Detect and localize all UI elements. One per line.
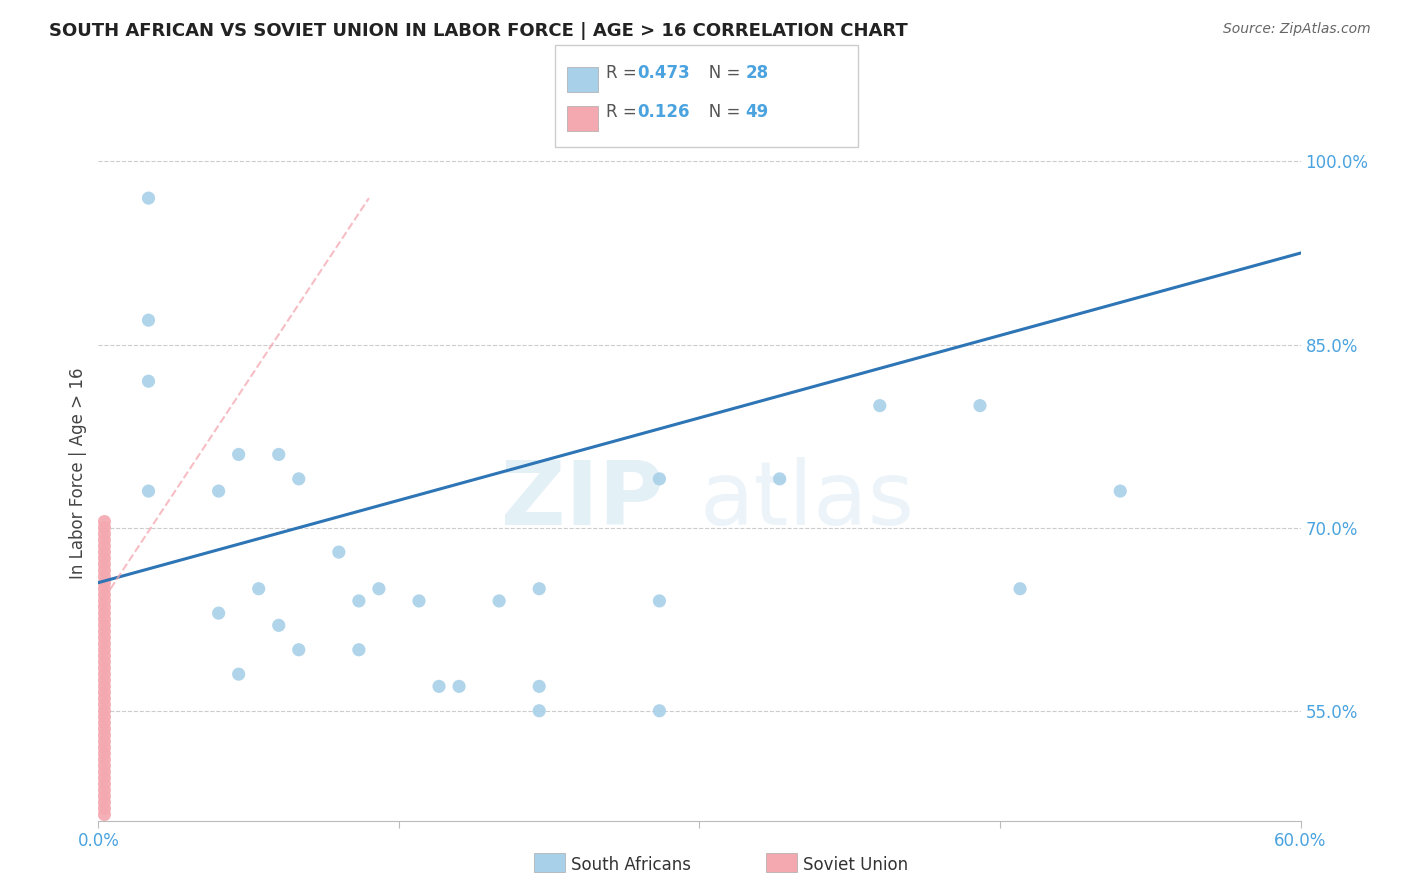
Text: R =: R = (606, 64, 643, 82)
Text: Soviet Union: Soviet Union (803, 856, 908, 874)
Point (93, 771, 115, 785)
Text: atlas: atlas (699, 457, 915, 544)
Point (447, 679, 470, 693)
Point (93, 648, 115, 663)
Point (93, 710, 115, 724)
Point (93, 734, 115, 748)
Point (328, 545, 350, 559)
Point (93, 551, 115, 566)
Point (529, 679, 551, 693)
Point (93, 600, 115, 615)
Point (93, 789, 115, 804)
Point (93, 795, 115, 809)
Point (93, 582, 115, 596)
Point (93, 539, 115, 553)
Point (93, 575, 115, 590)
Point (368, 582, 391, 596)
Point (93, 764, 115, 779)
Point (529, 582, 551, 596)
Text: 0.473: 0.473 (637, 64, 690, 82)
Point (1010, 582, 1032, 596)
Point (488, 594, 510, 608)
Point (208, 484, 231, 499)
Point (93, 642, 115, 657)
Text: ZIP: ZIP (501, 457, 664, 544)
Point (93, 722, 115, 736)
Point (138, 313, 160, 327)
Point (93, 753, 115, 767)
Text: 49: 49 (745, 103, 769, 120)
Point (208, 606, 231, 620)
Point (93, 515, 115, 529)
Text: South Africans: South Africans (571, 856, 690, 874)
Y-axis label: In Labor Force | Age > 16: In Labor Force | Age > 16 (69, 367, 87, 579)
Point (93, 777, 115, 791)
Point (969, 399, 991, 413)
Point (93, 558, 115, 572)
Point (93, 747, 115, 761)
Text: R =: R = (606, 103, 643, 120)
Point (93, 594, 115, 608)
Point (228, 667, 250, 681)
Point (93, 801, 115, 815)
Point (93, 526, 115, 541)
Point (408, 594, 430, 608)
Point (93, 704, 115, 718)
Point (93, 618, 115, 632)
Point (93, 569, 115, 583)
Text: 0.126: 0.126 (637, 103, 689, 120)
Point (138, 374, 160, 388)
Point (93, 685, 115, 699)
Point (869, 399, 891, 413)
Point (93, 631, 115, 645)
Point (347, 642, 370, 657)
Point (93, 679, 115, 693)
Point (138, 191, 160, 205)
Point (93, 661, 115, 675)
Point (138, 484, 160, 499)
Point (347, 594, 370, 608)
Point (93, 655, 115, 669)
Point (648, 704, 671, 718)
Point (648, 472, 671, 486)
Point (1109, 484, 1132, 499)
Point (93, 783, 115, 797)
Point (247, 582, 270, 596)
Point (648, 594, 671, 608)
Point (93, 758, 115, 772)
Point (93, 624, 115, 639)
Text: N =: N = (693, 64, 745, 82)
Point (529, 704, 551, 718)
Point (427, 679, 450, 693)
Text: 28: 28 (745, 64, 768, 82)
Point (93, 521, 115, 535)
Point (93, 673, 115, 688)
Point (93, 698, 115, 712)
Point (228, 447, 250, 461)
Point (93, 716, 115, 731)
Point (93, 612, 115, 626)
Point (93, 637, 115, 651)
Point (93, 667, 115, 681)
Point (288, 642, 311, 657)
Point (93, 728, 115, 742)
Point (93, 588, 115, 602)
Point (93, 691, 115, 706)
Point (93, 533, 115, 547)
Point (288, 472, 311, 486)
Point (93, 740, 115, 755)
Text: SOUTH AFRICAN VS SOVIET UNION IN LABOR FORCE | AGE > 16 CORRELATION CHART: SOUTH AFRICAN VS SOVIET UNION IN LABOR F… (49, 22, 908, 40)
Text: Source: ZipAtlas.com: Source: ZipAtlas.com (1223, 22, 1371, 37)
Point (93, 545, 115, 559)
Point (93, 563, 115, 577)
Point (93, 807, 115, 822)
Point (768, 472, 790, 486)
Point (93, 606, 115, 620)
Point (267, 447, 290, 461)
Point (267, 618, 290, 632)
Text: N =: N = (693, 103, 745, 120)
